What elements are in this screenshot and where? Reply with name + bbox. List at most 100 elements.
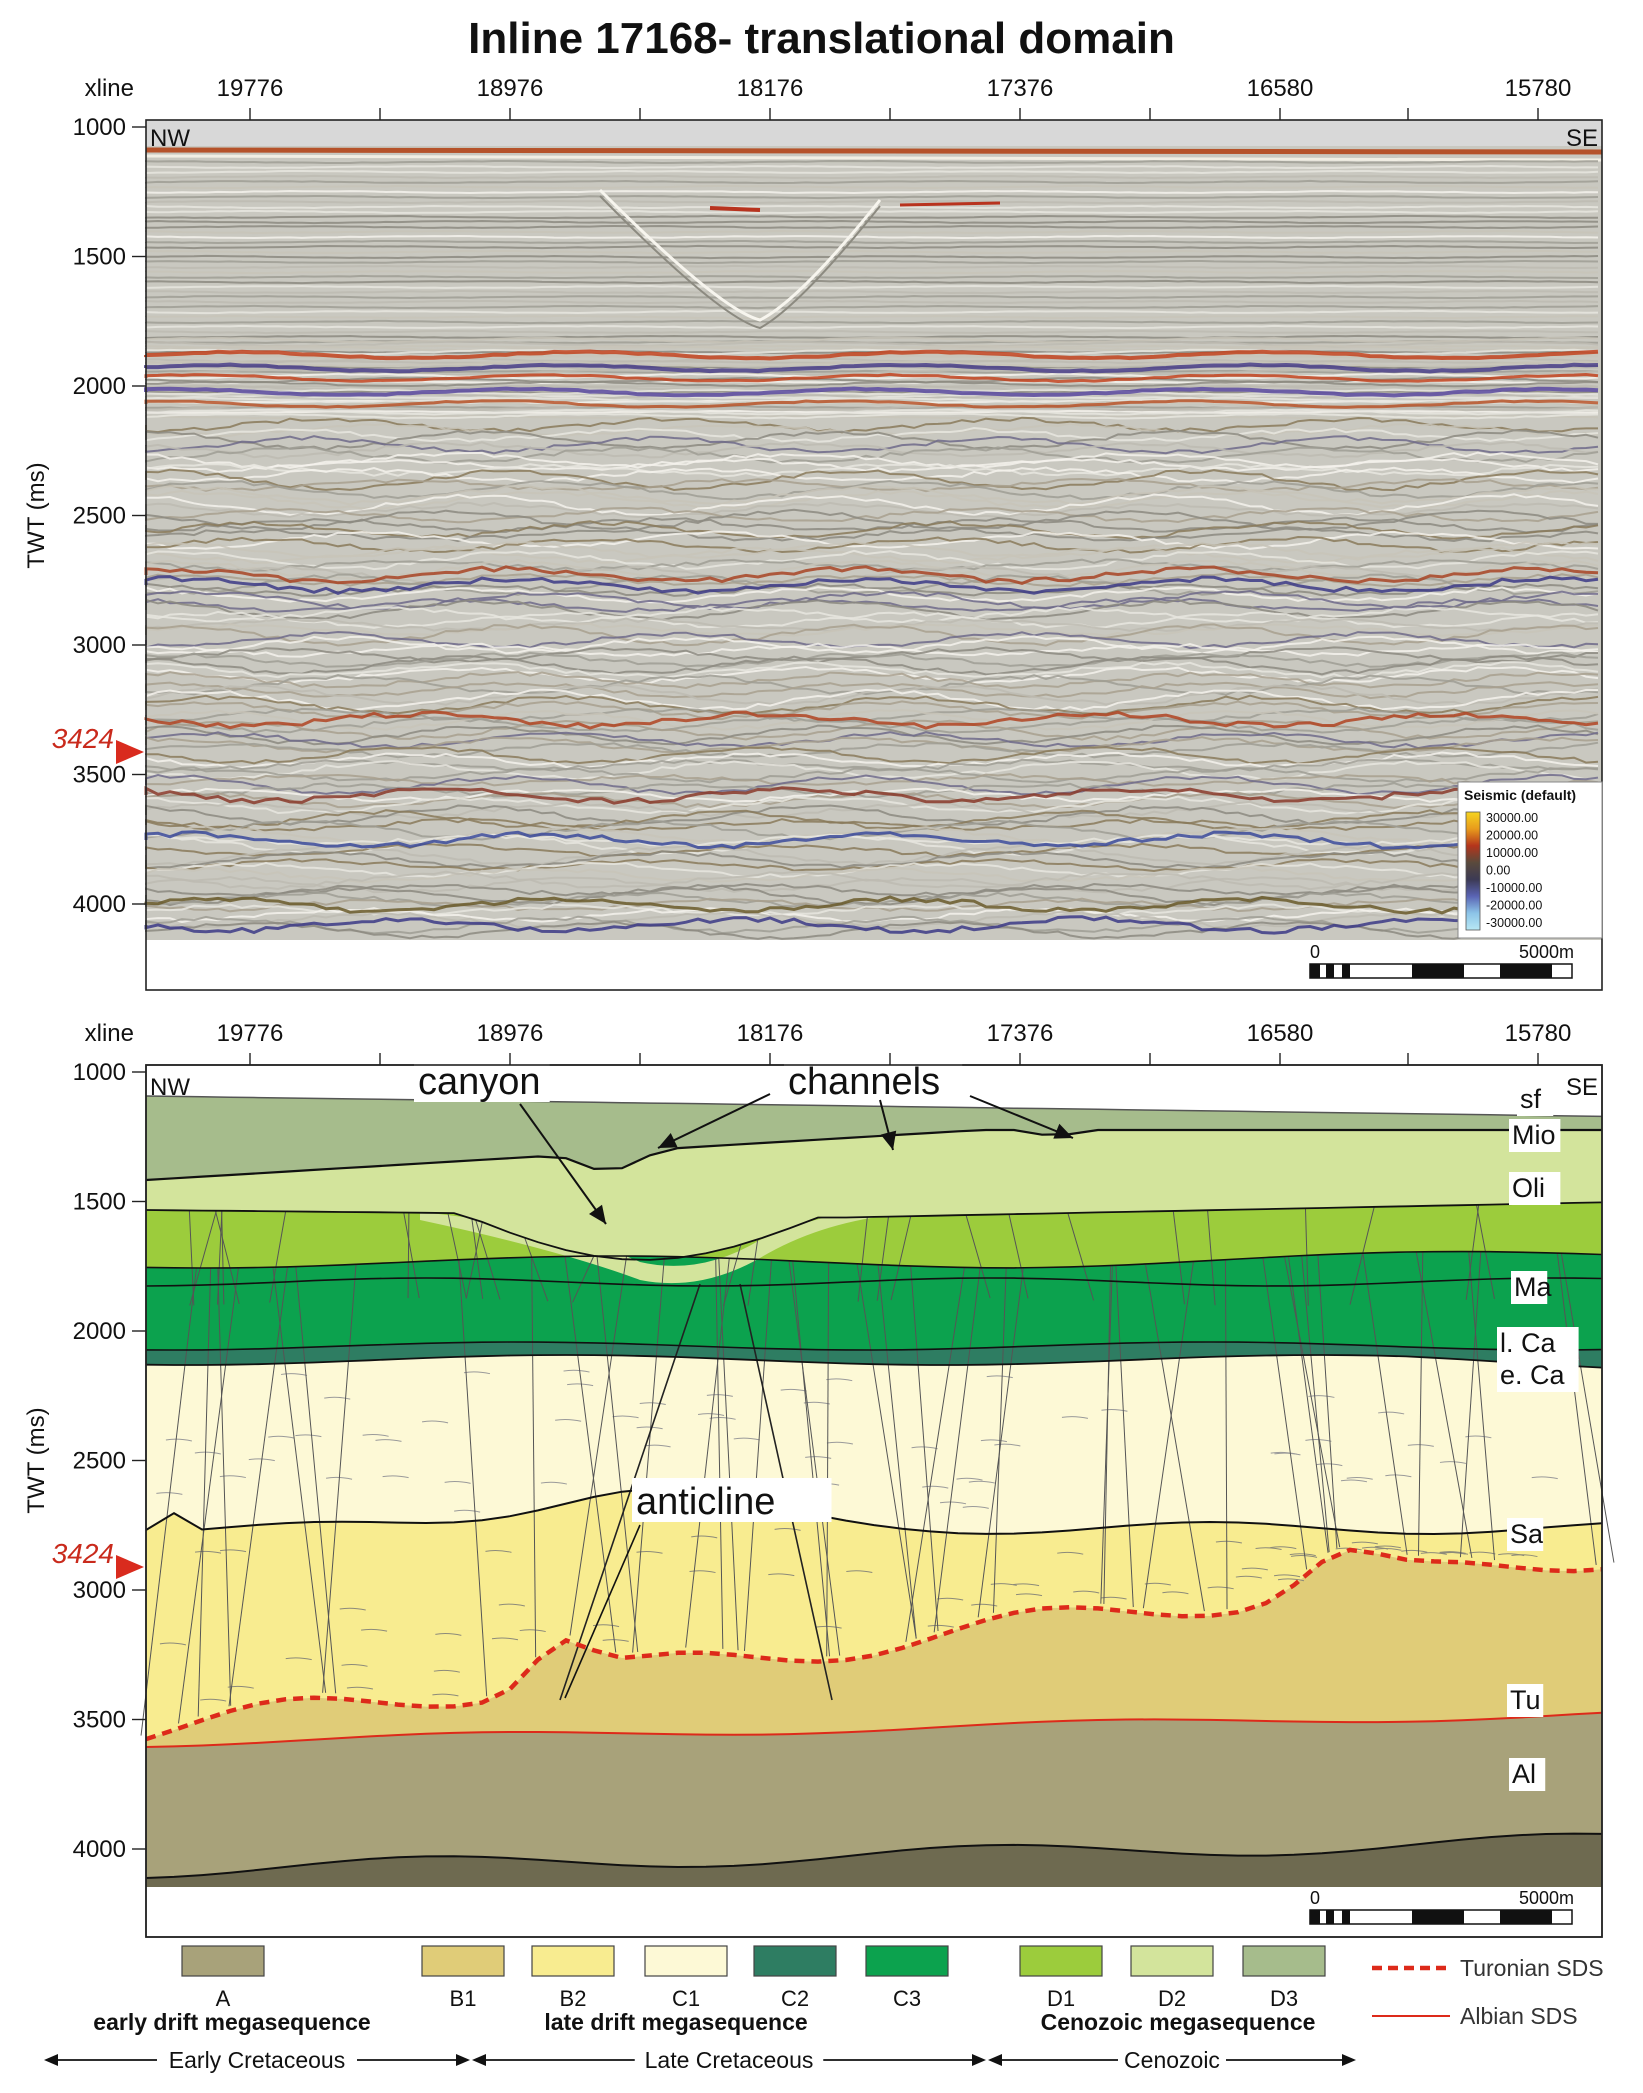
horizon-label-tu-group: Tu — [1507, 1684, 1544, 1717]
stratal-tick — [454, 1509, 481, 1513]
oligocene-horizon — [145, 1201, 1603, 1261]
seismic-panel-xtick-label: 17376 — [987, 75, 1054, 102]
seismic-reflector — [144, 349, 1599, 361]
seismic-reflector — [145, 527, 1599, 543]
stratal-tick — [285, 1657, 312, 1661]
stratal-tick — [774, 1528, 801, 1531]
seismic-panel-marker-label: 3424 — [52, 723, 114, 754]
seismic-scale-bar-segment — [1310, 964, 1320, 978]
seismic-reflector — [145, 396, 1598, 404]
legend-code-c3: C3 — [893, 1986, 921, 2011]
fault-line — [1008, 1214, 1029, 1299]
fault-line — [905, 1267, 965, 1642]
seismic-reflector — [145, 344, 1599, 352]
seismic-reflector — [145, 606, 1599, 624]
anticline-leader — [564, 1524, 641, 1699]
seismic-legend-value: -10000.00 — [1486, 881, 1542, 895]
stratal-tick — [968, 1480, 995, 1484]
seismic-scale-bar-segment — [1342, 964, 1350, 978]
seismic-reflector — [145, 673, 1599, 696]
seismic-reflector — [145, 244, 1599, 250]
seismic-panel-xtick-label: 19776 — [217, 75, 284, 102]
fault-line — [447, 1212, 467, 1299]
albian-sds-horizon — [145, 1711, 1603, 1748]
interpretation-panel-marker-triangle — [116, 1555, 144, 1579]
seismic-section: NW SE — [144, 120, 1603, 990]
seismic-reflector — [145, 249, 1599, 255]
horizon-label-al: Al — [1512, 1759, 1536, 1789]
fault-line — [465, 1221, 483, 1299]
seismic-legend-value: 0.00 — [1486, 864, 1510, 878]
seismic-scale-bar-segment — [1326, 964, 1334, 978]
stratal-tick — [1255, 1547, 1282, 1550]
seismic-scale-bar: 0 5000m — [1309, 942, 1574, 979]
interpretation-scale-bar-segment — [1326, 1910, 1334, 1924]
seismic-nw-label: NW — [150, 125, 190, 152]
stratal-tick — [644, 1444, 671, 1448]
fault-line — [857, 1216, 868, 1302]
seismic-reflector — [145, 882, 1599, 897]
seismic-reflector — [145, 681, 1599, 700]
seismic-reflector — [145, 349, 1599, 355]
megasequence-late: late drift megasequence — [544, 2009, 807, 2035]
fault-line — [1287, 1256, 1329, 1553]
fault-line — [178, 1267, 239, 1724]
seismic-legend-ramp — [1465, 811, 1481, 931]
stratal-tick — [1439, 1551, 1466, 1554]
horizon-label-oli-bg — [1509, 1172, 1561, 1205]
seismic-reflector — [145, 484, 1599, 506]
period-late-cretaceous: Late Cretaceous — [645, 2047, 814, 2073]
seismic-reflector — [144, 915, 1599, 935]
seismic-reflector — [145, 234, 1599, 240]
fault-line — [1304, 1208, 1309, 1306]
interpretation-scale-bar-segment — [1412, 1910, 1464, 1924]
fault-line — [1556, 1253, 1597, 1565]
seismic-reflector — [145, 559, 1599, 581]
seismic-reflector — [145, 683, 1599, 707]
stratal-tick — [156, 1492, 183, 1495]
seismic-reflector — [145, 284, 1599, 290]
fault-line — [747, 1239, 759, 1306]
seismic-reflector — [145, 665, 1599, 685]
fault-line — [188, 1210, 195, 1306]
unit-D3-fill — [146, 1096, 1602, 1180]
horizon-label-sa-bg — [1507, 1518, 1544, 1551]
seismic-reflector — [144, 830, 1599, 850]
stratal-tick — [1361, 1546, 1389, 1550]
stratal-tick — [563, 1369, 590, 1373]
seismic-panel-ytick-label: 4000 — [73, 891, 126, 918]
seismic-panel-xtick-label: 18176 — [737, 75, 804, 102]
seismic-reflector — [144, 565, 1599, 585]
stratal-tick — [927, 1624, 954, 1628]
seismic-panel-marker-triangle — [116, 740, 144, 764]
miocene-horizon — [145, 1128, 1602, 1182]
legend-code-a: A — [216, 1986, 231, 2011]
interpretation-section: NW SE canyon channels anticline sf Mio Oli Ma l. … — [140, 1058, 1615, 1938]
fault-line — [1459, 1251, 1482, 1558]
stratal-tick — [1270, 1546, 1297, 1550]
seismic-reflector — [145, 623, 1599, 647]
seismic-reflector — [145, 179, 1599, 185]
seismic-void-top — [146, 120, 1602, 146]
seismic-legend-title: Seismic (default) — [1464, 787, 1576, 803]
fault-line — [140, 1267, 197, 1736]
channel-arrow-1-head — [658, 1132, 678, 1148]
horizon-label-mio-bg — [1509, 1119, 1561, 1152]
deep-horizon — [145, 1832, 1603, 1879]
period-late-cretaceous-group: Late Cretaceous — [472, 2047, 986, 2073]
seismic-reflector — [145, 724, 1599, 746]
seismic-reflector — [145, 319, 1599, 325]
channel-arrow-2-head — [880, 1130, 897, 1150]
unit-C1-fill — [146, 1355, 1602, 1534]
seismic-colour-legend: Seismic (default) 30000.00 20000.00 10000.0… — [1457, 781, 1603, 939]
stratal-tick — [194, 1451, 221, 1455]
fault-line — [1301, 1255, 1330, 1553]
horizon-label-sf: sf — [1520, 1084, 1542, 1114]
stratal-tick — [691, 1535, 718, 1539]
seismic-panel-ytick-label: 3000 — [73, 632, 126, 659]
period-early-cretaceous-group: Early Cretaceous — [44, 2047, 470, 2073]
fault-line — [718, 1257, 739, 1651]
seismic-reflector — [145, 219, 1599, 225]
horizon-label-ma-group: Ma — [1511, 1271, 1552, 1304]
seismic-reflector — [144, 710, 1599, 730]
